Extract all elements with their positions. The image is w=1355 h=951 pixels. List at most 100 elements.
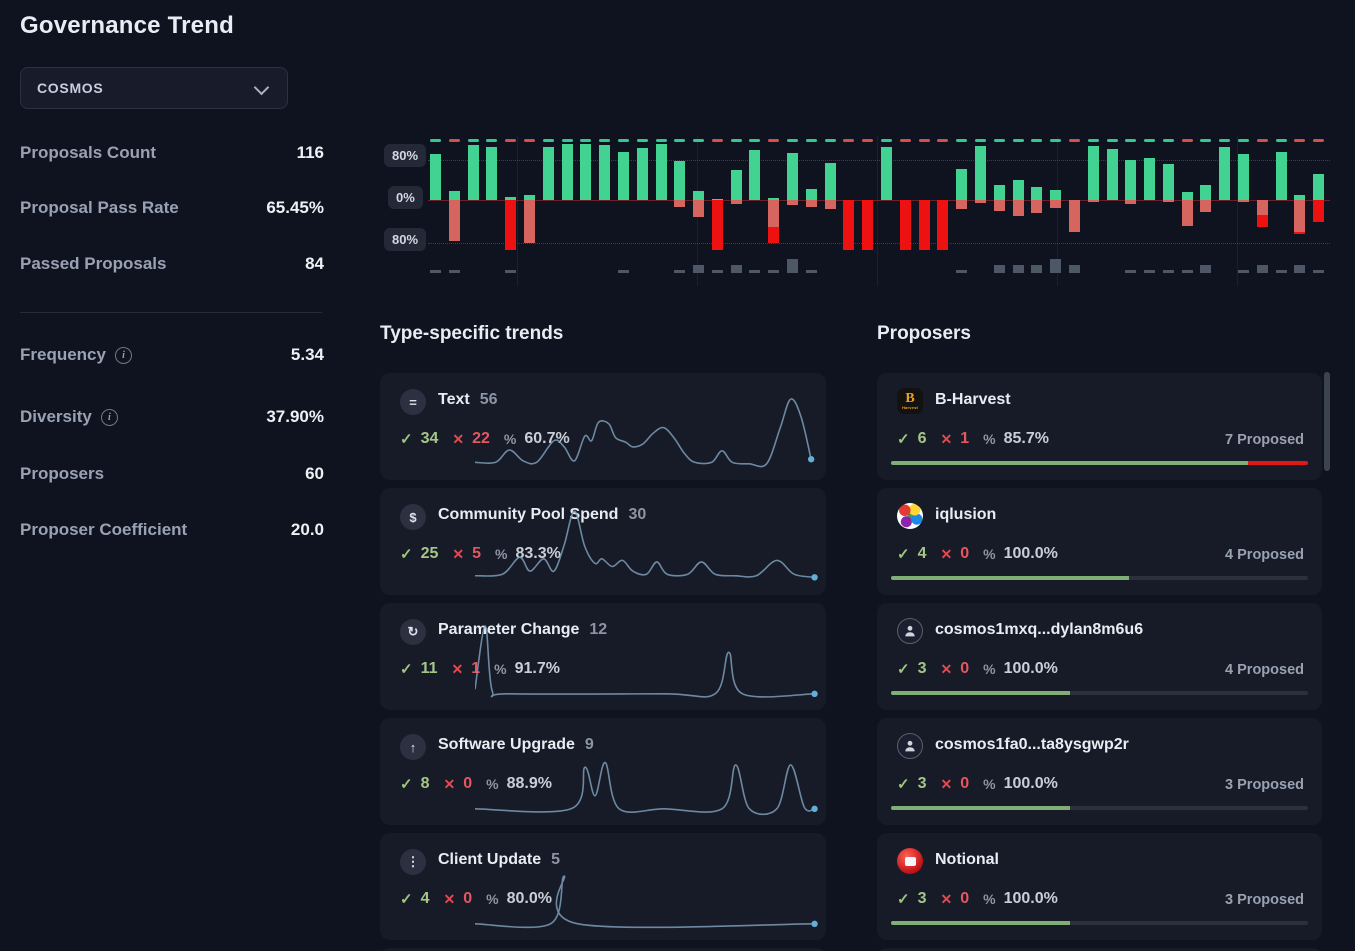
pass-bar[interactable] [730, 170, 742, 200]
rejected-full-bar[interactable] [918, 200, 930, 250]
pass-bar[interactable] [1219, 146, 1231, 200]
pass-bar[interactable] [523, 194, 535, 200]
pass-bar[interactable] [617, 151, 629, 200]
proposer-card[interactable]: Notional ✓ 3 ✕ 0% 100.0% 3 Proposed [877, 833, 1322, 940]
fail-bar[interactable] [1238, 200, 1250, 202]
pass-fail-progressbar [891, 806, 1308, 810]
percent-icon: % [983, 776, 996, 792]
info-icon[interactable]: i [114, 346, 132, 364]
fail-bar[interactable] [1181, 200, 1193, 226]
pass-bar[interactable] [467, 145, 479, 200]
failed-count: 0 [960, 660, 970, 677]
pass-bar[interactable] [824, 162, 836, 200]
outcome-dash-marker [749, 139, 761, 142]
fail-bar[interactable] [1162, 200, 1174, 202]
outcome-dash-marker [1200, 139, 1212, 142]
fail-deep-bar[interactable] [1313, 200, 1325, 222]
type-trend-card[interactable]: ⋮ Client Update 5 ✓ 4 ✕ 0% 80.0% [380, 833, 826, 940]
fail-bar[interactable] [523, 200, 535, 243]
pass-bar[interactable] [1162, 163, 1174, 200]
pass-bar[interactable] [1012, 179, 1024, 200]
proposer-card[interactable]: cosmos1fa0...ta8ysgwp2r ✓ 3 ✕ 0% 100.0% 3 Prop… [877, 718, 1322, 825]
pass-bar[interactable] [768, 197, 780, 200]
pass-bar[interactable] [881, 146, 892, 200]
fail-bar[interactable] [1031, 200, 1043, 214]
pass-bar[interactable] [693, 190, 705, 200]
fail-bar[interactable] [974, 200, 986, 203]
rejected-full-bar[interactable] [937, 200, 949, 250]
proposer-card[interactable]: B Harvest B-Harvest ✓ 6 ✕ 1% 85.7% 7 Proposed [877, 373, 1322, 480]
proposers-scrollbar[interactable] [1324, 372, 1330, 471]
pass-bar[interactable] [1050, 190, 1062, 200]
pass-bar[interactable] [561, 144, 573, 200]
pass-bar[interactable] [430, 153, 441, 200]
fail-bar[interactable] [768, 200, 780, 227]
fail-bar[interactable] [956, 200, 968, 210]
pass-bar[interactable] [749, 150, 761, 200]
rejected-full-bar[interactable] [899, 200, 911, 250]
pass-bar[interactable] [1275, 151, 1287, 200]
fail-bar[interactable] [824, 200, 836, 210]
pass-bar[interactable] [711, 198, 723, 200]
rejected-full-bar[interactable] [843, 200, 855, 250]
pass-bar[interactable] [655, 144, 667, 200]
pass-bar[interactable] [1238, 153, 1250, 200]
card-stats: ✓ 11 ✕ 1% 91.7% [400, 660, 560, 678]
pass-bar[interactable] [505, 196, 517, 200]
fail-bar[interactable] [1125, 200, 1137, 204]
fail-bar[interactable] [730, 200, 742, 205]
pass-bar[interactable] [1200, 185, 1212, 200]
fail-bar[interactable] [1012, 200, 1024, 217]
fail-bar[interactable] [805, 200, 817, 207]
type-trend-card-partial[interactable] [380, 948, 826, 951]
pass-bar[interactable] [448, 191, 460, 200]
type-trend-card[interactable]: $ Community Pool Spend 30 ✓ 25 ✕ 5% 83.3% [380, 488, 826, 595]
pass-bar[interactable] [486, 146, 498, 200]
fail-bar[interactable] [674, 200, 686, 207]
pass-bar[interactable] [1313, 173, 1325, 200]
fail-deep-bar[interactable] [1294, 232, 1306, 234]
proposer-card-partial[interactable] [877, 948, 1322, 951]
fail-bar[interactable] [993, 200, 1005, 211]
info-icon[interactable]: i [100, 408, 118, 426]
type-trend-card[interactable]: ↑ Software Upgrade 9 ✓ 8 ✕ 0% 88.9% [380, 718, 826, 825]
pass-bar[interactable] [599, 145, 611, 200]
rejected-full-bar[interactable] [505, 200, 517, 250]
fail-bar[interactable] [1294, 200, 1306, 233]
pass-bar[interactable] [1087, 146, 1099, 200]
fail-bar[interactable] [448, 200, 460, 242]
pass-bar[interactable] [956, 168, 968, 200]
fail-bar[interactable] [693, 200, 705, 218]
type-trend-card[interactable]: ↻ Parameter Change 12 ✓ 11 ✕ 1% 91.7% [380, 603, 826, 710]
pass-bar[interactable] [787, 152, 799, 200]
rejected-full-bar[interactable] [862, 200, 874, 250]
pass-bar[interactable] [542, 146, 554, 200]
fail-bar[interactable] [1256, 200, 1268, 215]
volume-bar [617, 270, 629, 273]
fail-bar[interactable] [1087, 200, 1099, 202]
pass-bar[interactable] [1181, 191, 1193, 200]
proposer-card[interactable]: cosmos1mxq...dylan8m6u6 ✓ 3 ✕ 0% 100.0% 4 Prop… [877, 603, 1322, 710]
notional-logo [897, 848, 923, 874]
pass-bar[interactable] [1144, 157, 1156, 200]
pass-bar[interactable] [974, 146, 986, 200]
pass-bar[interactable] [993, 185, 1005, 200]
pass-bar[interactable] [1031, 186, 1043, 200]
fail-deep-bar[interactable] [1256, 214, 1268, 227]
rejected-full-bar[interactable] [711, 200, 723, 250]
fail-bar[interactable] [1050, 200, 1062, 209]
fail-bar[interactable] [1200, 200, 1212, 213]
pass-bar[interactable] [1294, 195, 1306, 200]
type-trend-card[interactable]: = Text 56 ✓ 34 ✕ 22% 60.7% [380, 373, 826, 480]
network-select[interactable]: COSMOS [20, 67, 288, 109]
fail-deep-bar[interactable] [768, 226, 780, 243]
pass-bar[interactable] [1106, 148, 1118, 200]
proposer-card[interactable]: iqlusion ✓ 4 ✕ 0% 100.0% 4 Proposed [877, 488, 1322, 595]
pass-bar[interactable] [580, 144, 592, 200]
pass-bar[interactable] [805, 188, 817, 200]
pass-bar[interactable] [636, 147, 648, 200]
fail-bar[interactable] [787, 200, 799, 206]
pass-bar[interactable] [1125, 159, 1137, 200]
pass-bar[interactable] [674, 161, 686, 200]
fail-bar[interactable] [1068, 200, 1080, 233]
